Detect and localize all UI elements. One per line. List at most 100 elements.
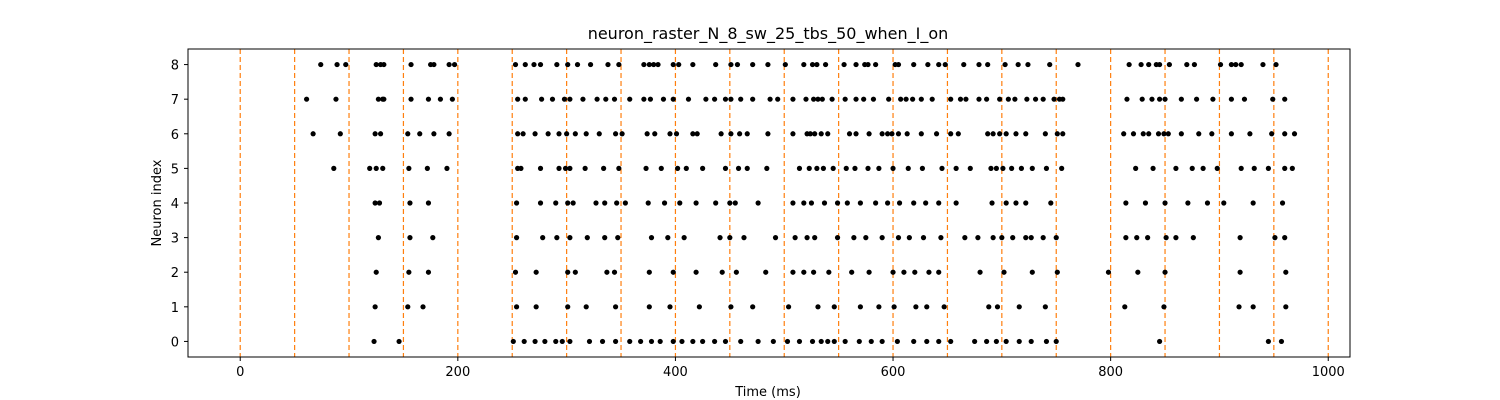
spike-marker xyxy=(603,96,609,102)
spike-marker xyxy=(1209,131,1215,137)
spike-marker xyxy=(1278,338,1285,345)
spike-marker xyxy=(371,338,377,345)
spike-marker xyxy=(767,96,773,102)
spike-marker xyxy=(1146,61,1152,68)
spike-marker xyxy=(884,131,891,137)
spike-marker xyxy=(425,269,432,275)
spike-marker xyxy=(559,338,565,345)
spike-marker xyxy=(1023,131,1029,137)
spike-marker xyxy=(830,165,836,171)
spike-marker xyxy=(1012,96,1018,102)
spike-marker xyxy=(437,96,444,102)
spike-marker xyxy=(713,200,719,206)
spike-marker xyxy=(1009,165,1015,171)
spike-marker xyxy=(670,96,676,102)
spike-marker xyxy=(738,338,744,345)
spike-marker xyxy=(1047,61,1053,68)
spike-marker xyxy=(670,338,676,345)
spike-marker xyxy=(537,200,544,206)
spike-marker xyxy=(728,61,734,68)
spike-marker xyxy=(1042,131,1048,137)
x-tick-label: 1000 xyxy=(1312,365,1345,380)
spike-marker xyxy=(540,235,546,241)
spike-marker xyxy=(905,165,911,171)
spike-marker xyxy=(1165,131,1171,137)
spike-marker xyxy=(903,96,909,102)
spike-marker xyxy=(512,61,519,68)
spike-marker xyxy=(755,338,761,345)
spike-marker xyxy=(1265,165,1271,171)
spike-marker xyxy=(667,131,673,137)
spike-marker xyxy=(1173,165,1179,171)
spike-marker xyxy=(812,131,818,137)
spike-marker xyxy=(1270,96,1276,102)
spike-marker xyxy=(1005,96,1011,102)
spike-marker xyxy=(614,200,620,206)
spike-marker xyxy=(918,131,924,137)
spike-marker xyxy=(1282,96,1288,102)
spike-marker xyxy=(961,61,967,68)
spike-marker xyxy=(1156,96,1163,102)
spike-marker xyxy=(444,165,450,171)
spike-marker xyxy=(515,131,521,137)
spike-marker xyxy=(989,200,995,206)
spike-marker xyxy=(804,235,810,241)
spike-marker xyxy=(948,96,954,102)
spike-marker xyxy=(884,200,891,206)
spike-marker xyxy=(1013,131,1019,137)
spike-marker xyxy=(733,269,739,275)
spike-marker xyxy=(843,165,849,171)
spike-marker xyxy=(936,269,942,275)
spike-marker xyxy=(646,304,652,310)
spike-marker xyxy=(1130,131,1137,137)
spike-marker xyxy=(1291,131,1298,137)
spike-marker xyxy=(549,96,556,102)
spike-marker xyxy=(604,269,610,275)
spike-marker xyxy=(990,235,996,241)
chart-title: neuron_raster_N_8_sw_25_tbs_50_when_I_on xyxy=(588,24,949,44)
spike-marker xyxy=(1162,200,1168,206)
spike-marker xyxy=(738,96,744,102)
y-tick-label: 4 xyxy=(171,197,179,212)
spike-marker xyxy=(406,269,412,275)
spike-marker xyxy=(1023,200,1029,206)
spike-marker xyxy=(1173,235,1179,241)
spike-marker xyxy=(790,200,796,206)
spike-marker xyxy=(1000,165,1006,171)
spike-marker xyxy=(539,96,545,102)
spike-marker xyxy=(407,235,413,241)
spike-marker xyxy=(1149,96,1155,102)
spike-marker xyxy=(948,131,954,137)
spike-marker xyxy=(381,61,387,68)
spike-marker xyxy=(1016,304,1022,310)
spike-marker xyxy=(1184,61,1190,68)
spike-marker xyxy=(522,96,528,102)
spike-marker xyxy=(811,269,817,275)
spike-marker xyxy=(984,96,990,102)
spike-marker xyxy=(690,131,696,137)
spike-marker xyxy=(1003,338,1009,345)
spike-marker xyxy=(522,61,528,68)
spike-marker xyxy=(1139,96,1145,102)
spike-marker xyxy=(396,338,402,345)
y-tick-label: 7 xyxy=(171,93,179,108)
spike-marker xyxy=(670,61,676,68)
spike-marker xyxy=(1001,269,1007,275)
spike-marker xyxy=(553,338,559,345)
spike-marker xyxy=(531,61,537,68)
spike-marker xyxy=(866,269,872,275)
spike-marker xyxy=(1178,131,1184,137)
spike-marker xyxy=(879,338,885,345)
spike-marker xyxy=(1043,338,1050,345)
spike-marker xyxy=(679,338,685,345)
spike-marker xyxy=(957,96,964,102)
spike-marker xyxy=(1250,304,1256,310)
spike-marker xyxy=(849,269,855,275)
spike-marker xyxy=(652,131,658,137)
spike-marker xyxy=(587,61,594,68)
spike-marker xyxy=(406,165,412,171)
spike-marker xyxy=(1279,200,1286,206)
y-tick-label: 3 xyxy=(171,232,179,247)
